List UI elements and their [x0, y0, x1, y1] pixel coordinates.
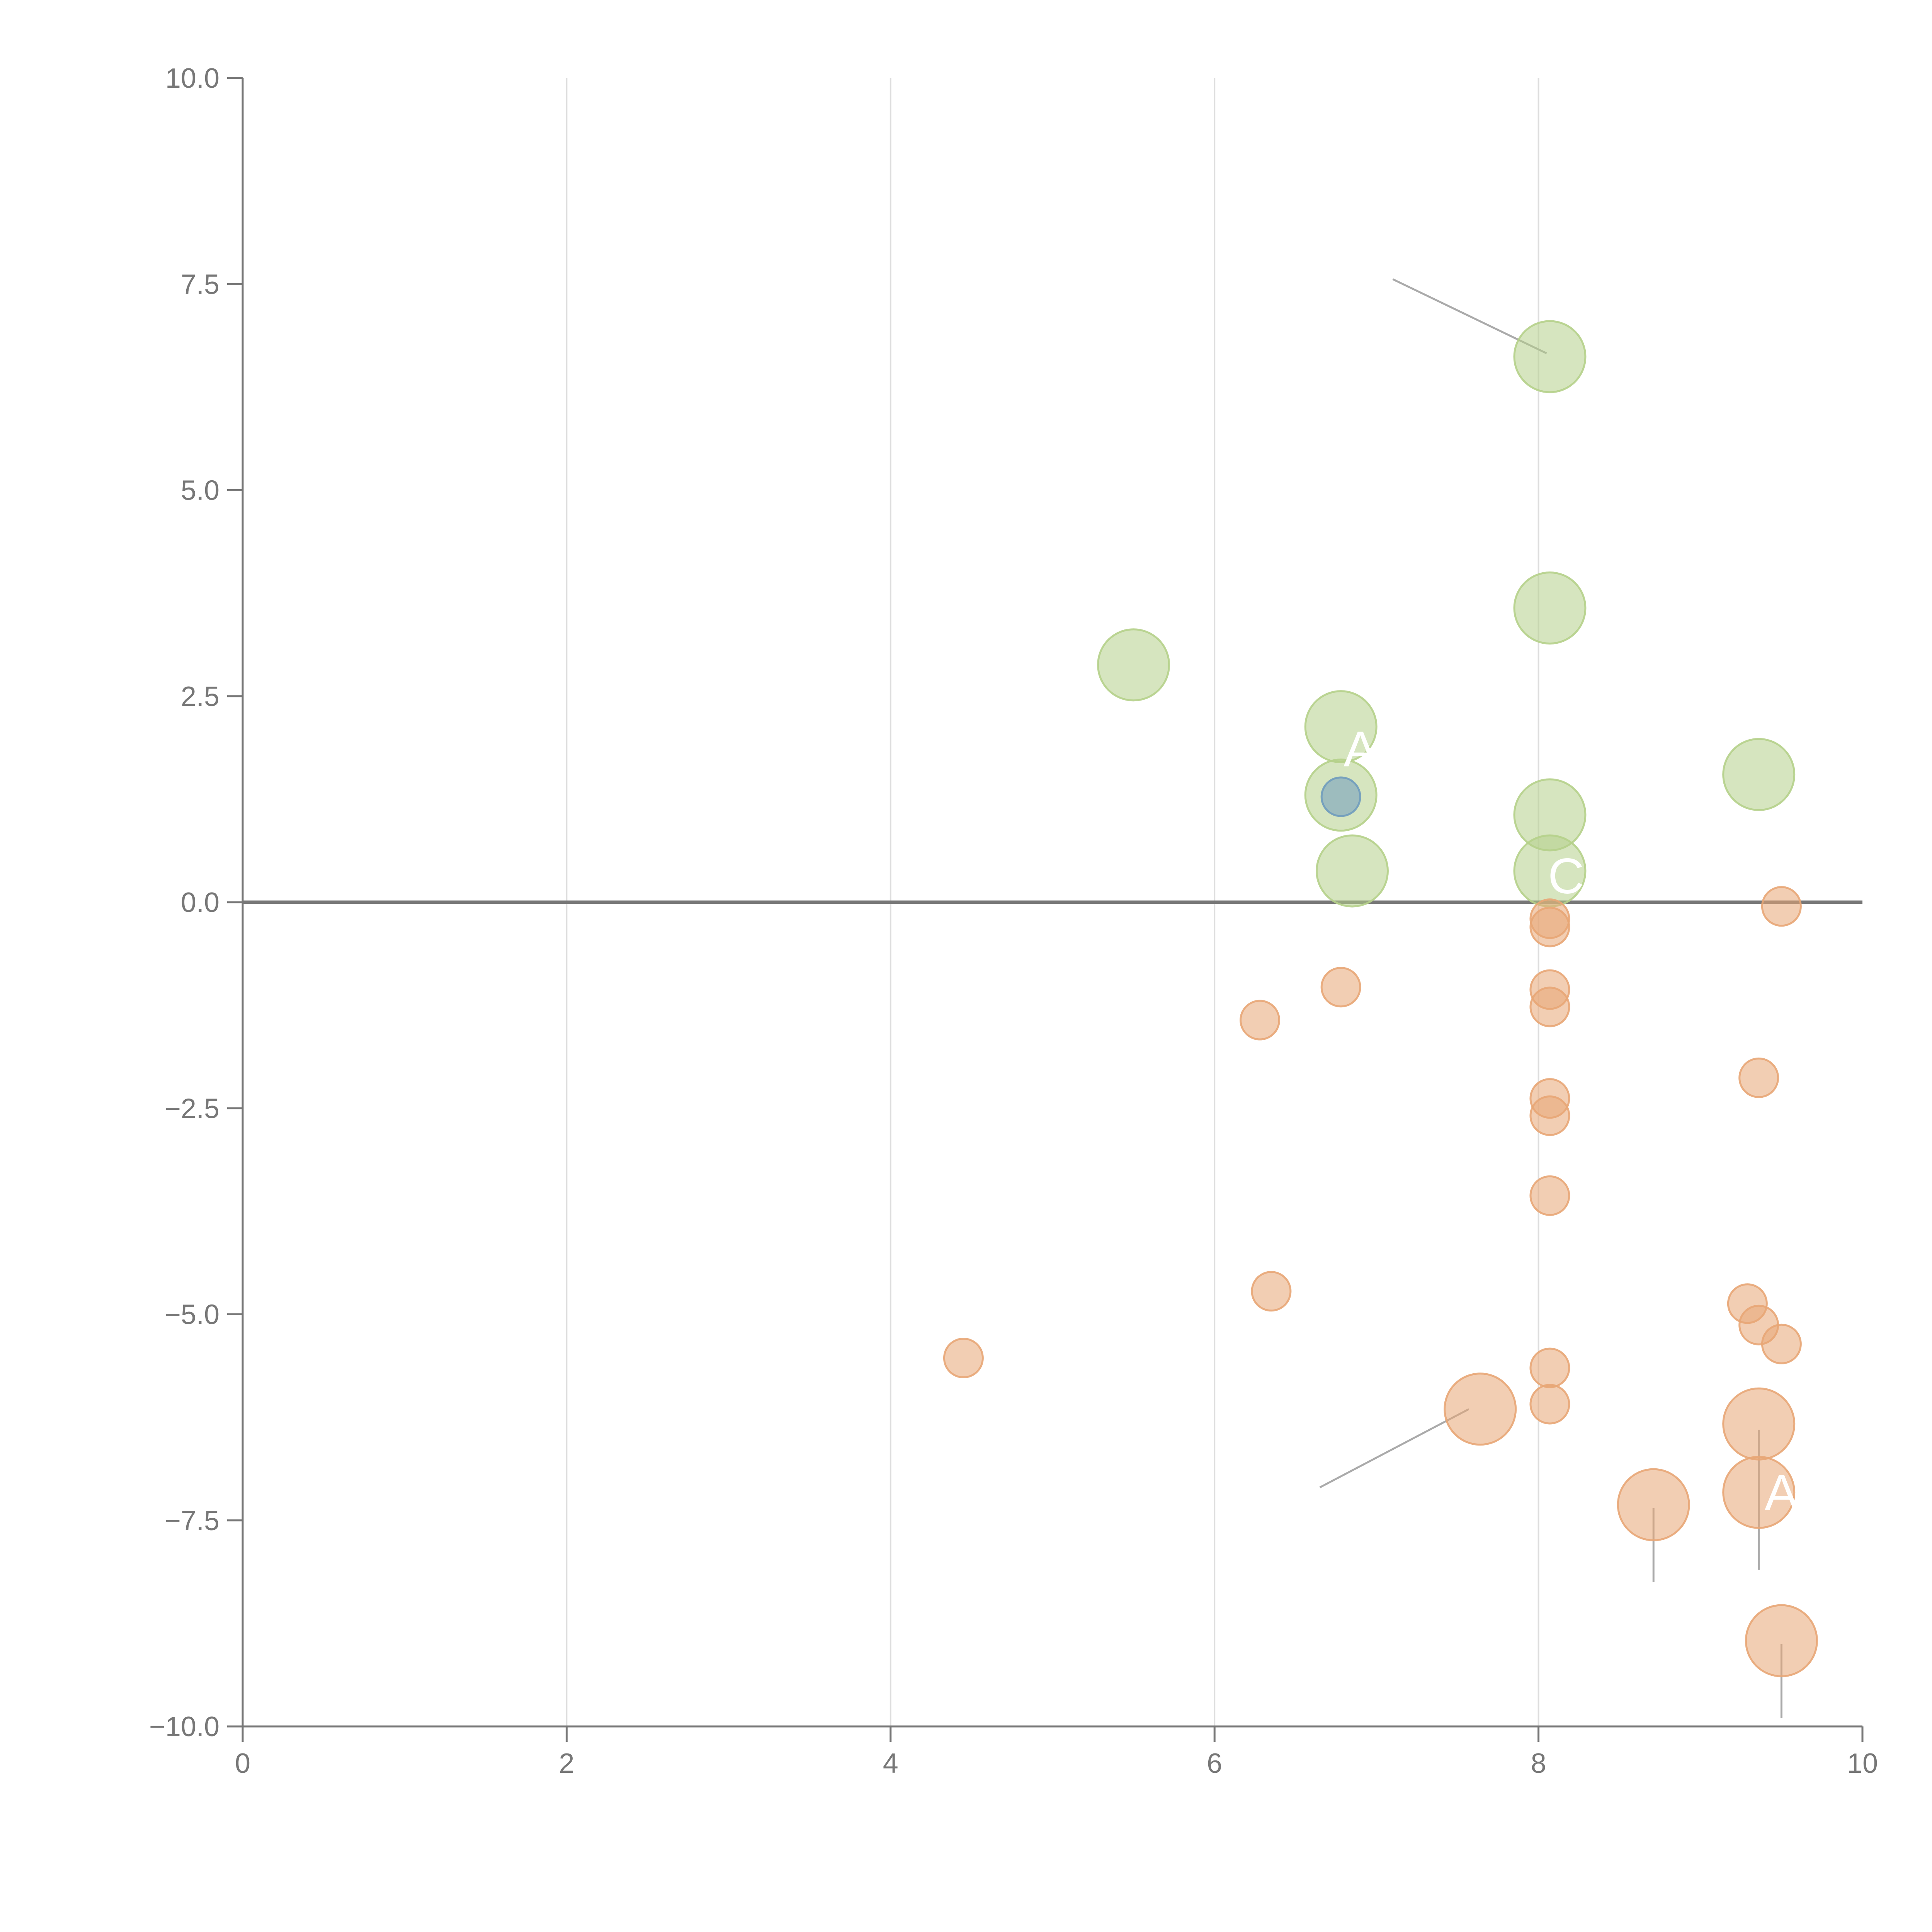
annotation-layer: A C A [1344, 721, 1798, 1520]
point-negative-16 [1529, 1347, 1570, 1388]
point-negative-7 [1738, 1057, 1779, 1098]
point-negative-19 [1722, 1387, 1796, 1461]
point-negative-20 [1722, 1456, 1796, 1529]
point-negative-4 [1240, 1000, 1281, 1041]
point-negative-21 [1617, 1468, 1690, 1541]
y-tick-label-8: −10.0 [149, 1711, 219, 1742]
y-tick-label-6: −5.0 [165, 1299, 219, 1330]
point-negative-22 [1745, 1604, 1818, 1677]
x-tick-label-4: 8 [1531, 1748, 1546, 1779]
point-negative-17 [1529, 1384, 1570, 1425]
x-tick-label-0: 0 [235, 1748, 250, 1779]
point-positive-1 [1513, 571, 1587, 645]
point-highlight-0 [1320, 776, 1361, 817]
point-negative-6 [1529, 986, 1570, 1027]
leader-line-1 [1319, 1408, 1469, 1488]
point-negative-15 [943, 1338, 984, 1379]
point-negative-14 [1761, 1323, 1802, 1364]
point-positive-7 [1316, 834, 1389, 908]
point-negative-2 [1761, 886, 1802, 927]
point-negative-18 [1444, 1372, 1517, 1446]
x-tick-label-2: 4 [883, 1748, 898, 1779]
y-tick-label-5: −2.5 [165, 1093, 219, 1124]
point-annotation-0: A [1344, 721, 1377, 777]
point-annotation-2: A [1765, 1464, 1798, 1520]
x-tick-label-1: 2 [559, 1748, 574, 1779]
point-negative-11 [1251, 1271, 1292, 1312]
point-positive-4 [1722, 738, 1796, 811]
point-negative-1 [1529, 906, 1570, 947]
y-tick-label-3: 2.5 [181, 681, 219, 712]
point-negative-9 [1529, 1095, 1570, 1136]
y-tick-label-0: 10.0 [165, 63, 219, 94]
x-tick-label-3: 6 [1207, 1748, 1222, 1779]
point-negative-3 [1320, 967, 1361, 1008]
point-positive-0 [1513, 320, 1587, 393]
point-annotation-1: C [1548, 848, 1584, 904]
point-negative-10 [1529, 1175, 1570, 1216]
y-tick-label-1: 7.5 [181, 269, 219, 300]
point-positive-2 [1097, 628, 1170, 702]
point-layer [943, 320, 1818, 1677]
y-tick-label-2: 5.0 [181, 475, 219, 506]
y-tick-label-4: 0.0 [181, 887, 219, 918]
axis-layer: 0 2 4 6 8 10 10.0 7.5 5.0 2.5 0.0 −2.5 −5.0 −7.5 −10.0 [149, 63, 1878, 1779]
y-tick-label-7: −7.5 [165, 1505, 219, 1536]
x-tick-label-5: 10 [1847, 1748, 1878, 1779]
